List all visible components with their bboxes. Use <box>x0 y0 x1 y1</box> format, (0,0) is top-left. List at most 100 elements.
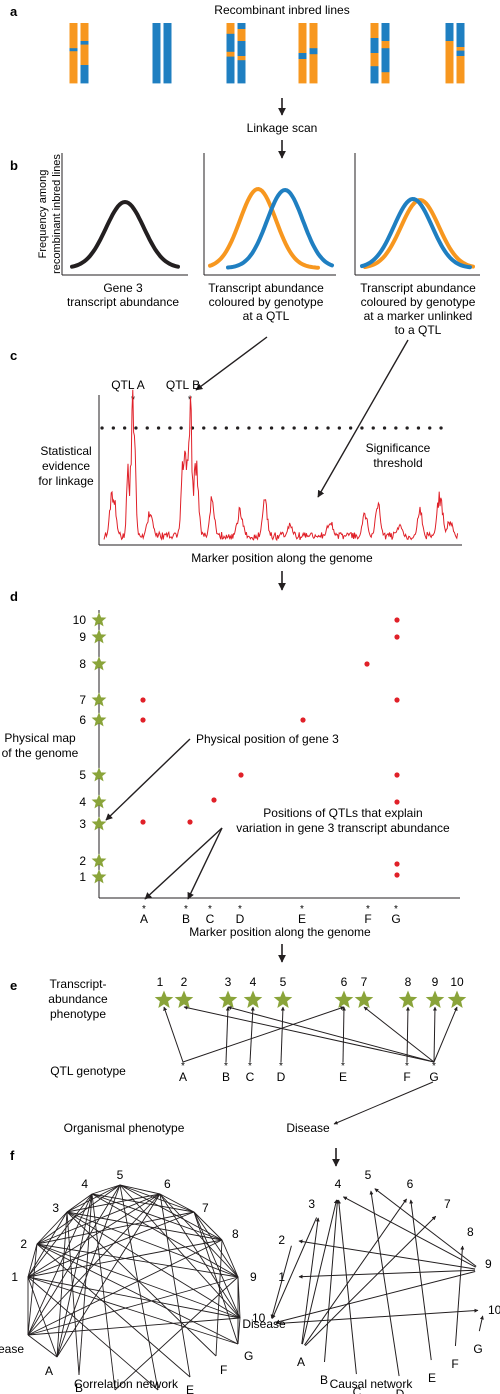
correlation-node-label: 10 <box>252 1311 266 1325</box>
correlation-network-label: Correlation network <box>74 1377 179 1391</box>
qtl-dot <box>238 772 244 778</box>
arrow-b2-to-c <box>195 336 268 391</box>
qtl-dot <box>394 861 400 867</box>
causal-link <box>183 1005 435 1063</box>
causal-edge <box>409 1199 432 1361</box>
qtl-letter: G <box>429 1070 438 1084</box>
d-y-label-line2: of the genome <box>2 746 79 760</box>
correlation-node-label: 2 <box>20 1237 27 1251</box>
causal-node-label: C <box>353 1385 362 1394</box>
b3-blue-curve <box>360 196 472 270</box>
transcript-star <box>447 990 467 1008</box>
causal-edge <box>369 1190 400 1377</box>
correlation-node-label: Disease <box>0 1342 24 1356</box>
correlation-edge <box>36 1211 68 1245</box>
b1-black-curve <box>70 199 180 269</box>
causal-edge <box>304 1215 437 1347</box>
transcript-number: 2 <box>181 975 188 989</box>
b2-label-line3: at a QTL <box>243 309 290 323</box>
arrow-b3-to-c <box>317 339 409 498</box>
correlation-edge <box>193 1211 223 1241</box>
causal-link <box>280 1006 285 1063</box>
correlation-edge <box>66 1184 121 1213</box>
chromosome-segment <box>298 53 307 60</box>
b1-label-line2: transcript abundance <box>67 295 179 309</box>
marker-letter: C <box>206 912 215 926</box>
qtl-dot <box>187 819 193 825</box>
correlation-edge <box>27 1276 159 1391</box>
chromosome-segment <box>370 23 379 39</box>
qtl-dot <box>394 617 400 623</box>
qtl-positions-line1: Positions of QTLs that explain <box>263 806 422 820</box>
chromosome-segment <box>163 23 172 84</box>
correlation-edge <box>193 1211 239 1278</box>
correlation-node-label: 6 <box>164 1177 171 1191</box>
chromosome-segment <box>152 23 161 84</box>
gene-stars: 1 2 3 4 5 6 7 8 9 10 <box>73 612 107 884</box>
qtl-star: * <box>341 1061 345 1072</box>
e-qtl-genotype: QTL genotype <box>50 1064 126 1078</box>
chromosome-segment <box>80 41 89 45</box>
correlation-edge <box>78 1193 93 1376</box>
chromosome-segment <box>80 44 89 66</box>
d-x-label: Marker position along the genome <box>189 925 371 939</box>
chromosome-segment <box>237 41 246 57</box>
b3-label-line2: coloured by genotype <box>361 295 476 309</box>
causal-edge <box>271 1217 318 1319</box>
gene-number: 10 <box>73 613 87 627</box>
correlation-edge <box>237 1317 241 1345</box>
marker-letter: A <box>140 912 148 926</box>
panel-label-e: e <box>10 978 17 993</box>
transcript-number: 8 <box>405 975 412 989</box>
e-pheno-line1: Transcript- <box>50 977 107 991</box>
chromosome-segment <box>80 23 89 42</box>
correlation-edge <box>66 1193 93 1213</box>
chromosome-segment <box>381 48 390 73</box>
causal-edge <box>298 1269 476 1279</box>
qtl-dots <box>140 617 400 878</box>
panel-label-a: a <box>10 4 18 19</box>
correlation-node-label: 7 <box>202 1201 209 1215</box>
transcript-number: 6 <box>341 975 348 989</box>
qtl-dot <box>300 717 306 723</box>
marker-letter: G <box>391 912 400 926</box>
causal-node-label: 7 <box>444 1197 451 1211</box>
correlation-edge <box>36 1243 191 1378</box>
qtl-star: * <box>405 1061 409 1072</box>
correlation-edge <box>56 1193 161 1358</box>
correlation-edge <box>119 1184 241 1319</box>
chromosome-segment <box>237 56 246 61</box>
chromosome-segment <box>381 41 390 49</box>
correlation-edge <box>27 1276 58 1358</box>
b3-orange-curve <box>363 198 475 269</box>
qtl-dot <box>140 819 146 825</box>
qtl-dot <box>394 634 400 640</box>
transcript-star <box>218 990 238 1008</box>
chromosome-segment <box>69 23 78 49</box>
chromosome-segment <box>80 65 89 84</box>
causal-node-label: E <box>428 1371 436 1385</box>
b2-label-line1: Transcript abundance <box>208 281 324 295</box>
b3-label-line1: Transcript abundance <box>360 281 476 295</box>
transcript-number: 7 <box>361 975 368 989</box>
correlation-node-label: F <box>220 1363 227 1377</box>
causal-link <box>433 1006 458 1063</box>
gene-number: 3 <box>79 817 86 831</box>
causal-edge <box>323 1199 340 1363</box>
correlation-edge <box>56 1184 121 1358</box>
correlation-edge <box>193 1211 241 1319</box>
panel-label-f: f <box>10 1148 15 1163</box>
e-organismal-label: Organismal phenotype <box>64 1121 185 1135</box>
chromosome-segment <box>226 23 235 35</box>
qtl-letter: A <box>179 1070 187 1084</box>
correlation-node-label: 3 <box>52 1201 59 1215</box>
qtl-dot <box>140 697 146 703</box>
causal-link <box>432 1006 437 1063</box>
causal-edge <box>374 1188 477 1267</box>
gene-number: 5 <box>79 768 86 782</box>
chromosome-segment <box>370 53 379 67</box>
marker-star: * <box>142 904 146 915</box>
correlation-edge <box>56 1193 93 1358</box>
e-pheno-line2: abundance <box>48 992 108 1006</box>
marker-star: * <box>184 904 188 915</box>
